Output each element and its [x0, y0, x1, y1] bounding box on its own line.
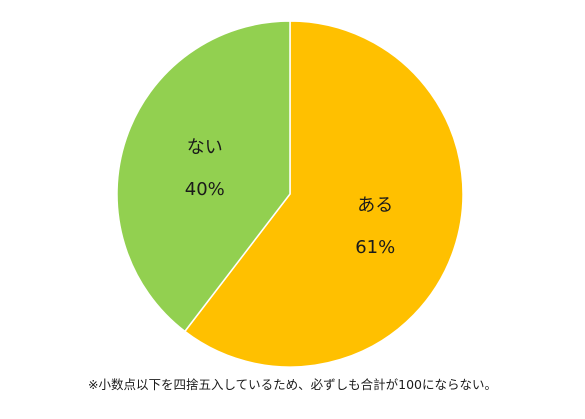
slice-percent-label: 40% — [185, 179, 225, 200]
pie-slices — [116, 20, 464, 368]
slice-category-label: ある — [357, 195, 393, 216]
slice-category-label: ない — [187, 137, 223, 158]
slice-percent-label: 61% — [355, 237, 395, 258]
pie-slice-1 — [183, 20, 464, 368]
pie-labels: ある 61% ない 40% — [185, 137, 395, 258]
footnote: ※小数点以下を四捨五入しているため、必ずしも合計が100にならない。 — [88, 377, 497, 392]
pie-slice-2 — [116, 20, 291, 333]
